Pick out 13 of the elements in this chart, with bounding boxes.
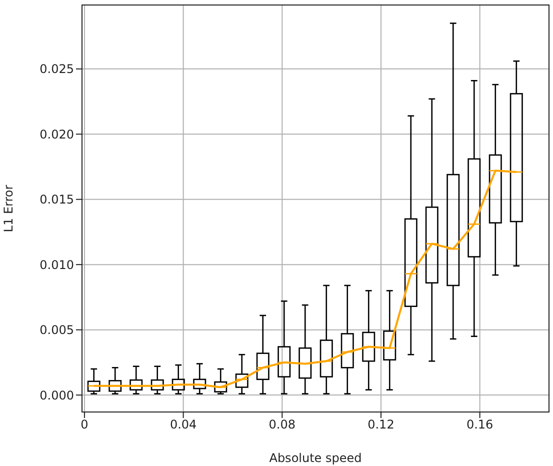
x-tick-label: 0: [80, 418, 88, 432]
x-axis-title: Absolute speed: [269, 451, 362, 465]
y-axis-title: L1 Error: [1, 184, 16, 232]
y-tick-label: 0.000: [40, 388, 74, 402]
x-tick-label: 0.12: [368, 418, 394, 432]
y-tick-label: 0.015: [40, 192, 74, 207]
x-tick-label: 0.04: [170, 418, 197, 432]
y-tick-label: 0.010: [40, 258, 74, 272]
x-tick-label: 0.16: [466, 418, 494, 432]
y-tick-label: 0.005: [40, 323, 74, 338]
x-tick-label: 0.08: [268, 418, 296, 432]
y-tick-label: 0.025: [40, 62, 74, 76]
y-tick-label: 0.020: [40, 127, 74, 142]
